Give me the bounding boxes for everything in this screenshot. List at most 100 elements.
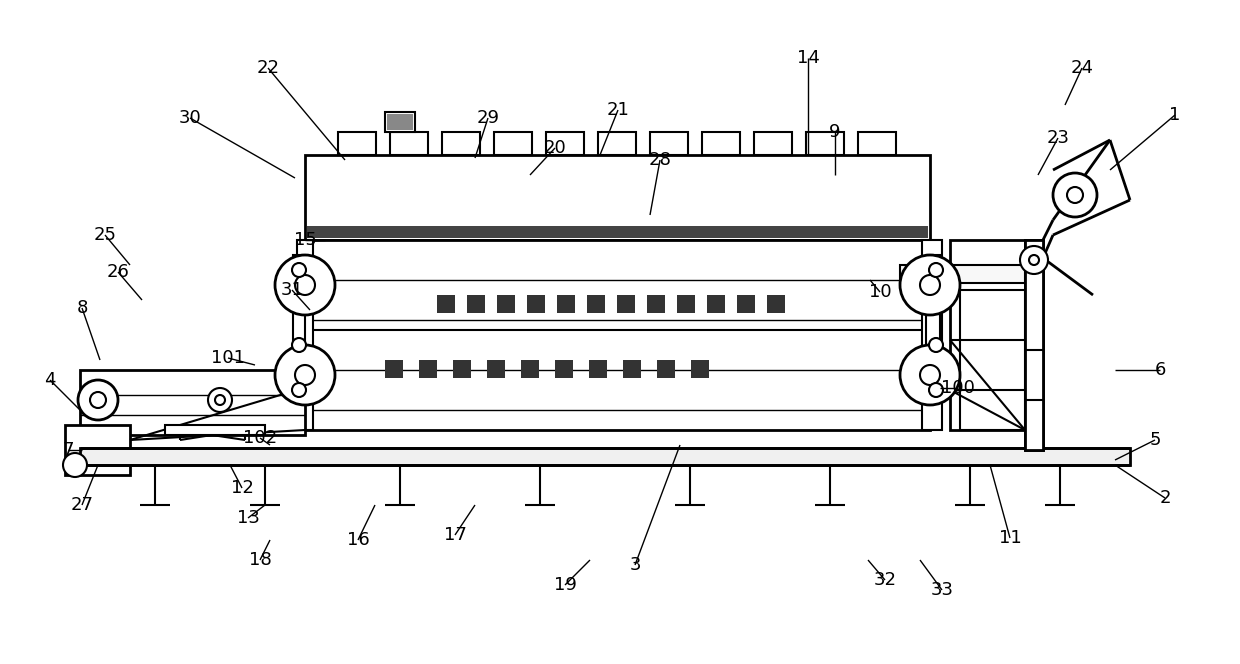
Text: 2: 2 (1159, 489, 1171, 507)
Text: 26: 26 (107, 263, 129, 281)
Bar (165, 425, 265, 435)
Bar (926, 255, 940, 395)
Bar (691, 360, 709, 378)
Bar (81, 448, 1130, 465)
Circle shape (78, 380, 118, 420)
Circle shape (275, 345, 335, 405)
Bar (436, 295, 455, 313)
Text: 16: 16 (347, 531, 370, 549)
Circle shape (1029, 255, 1039, 265)
Bar (754, 132, 792, 155)
Bar (391, 132, 428, 155)
Circle shape (900, 255, 960, 315)
Text: 33: 33 (930, 581, 954, 599)
Bar (497, 295, 515, 313)
Bar (487, 360, 505, 378)
Bar (677, 295, 694, 313)
Circle shape (929, 338, 942, 352)
Circle shape (208, 388, 232, 412)
Bar (960, 290, 1025, 430)
Bar (453, 360, 471, 378)
Text: 17: 17 (444, 526, 466, 544)
Bar (293, 255, 305, 395)
Bar (546, 132, 584, 155)
Text: 20: 20 (543, 139, 567, 157)
Bar (387, 114, 413, 130)
Text: 29: 29 (476, 109, 500, 127)
Text: 28: 28 (649, 151, 671, 169)
Bar (950, 240, 1025, 430)
Bar (494, 132, 532, 155)
Text: 23: 23 (1047, 129, 1069, 147)
Text: 18: 18 (249, 551, 272, 569)
Text: 8: 8 (77, 299, 88, 317)
Text: 101: 101 (211, 349, 246, 367)
Circle shape (215, 395, 224, 405)
Text: 32: 32 (873, 571, 897, 589)
Bar (308, 226, 928, 238)
Bar (298, 240, 312, 430)
Circle shape (291, 263, 306, 277)
Text: 12: 12 (231, 479, 253, 497)
Text: 6: 6 (1154, 361, 1166, 379)
Text: 102: 102 (243, 429, 277, 447)
Text: 22: 22 (257, 59, 279, 77)
Text: 7: 7 (62, 441, 73, 459)
Bar (647, 295, 665, 313)
Bar (858, 132, 897, 155)
Bar (806, 132, 844, 155)
Bar (650, 132, 688, 155)
Bar (419, 360, 436, 378)
Bar (587, 295, 605, 313)
Circle shape (920, 365, 940, 385)
Bar (467, 295, 485, 313)
Text: 25: 25 (93, 226, 117, 244)
Bar (589, 360, 608, 378)
Circle shape (1053, 173, 1097, 217)
Circle shape (1021, 246, 1048, 274)
Bar (305, 240, 930, 430)
Circle shape (91, 392, 105, 408)
Bar (521, 360, 539, 378)
Bar (384, 360, 403, 378)
Bar (768, 295, 785, 313)
Bar (1025, 240, 1043, 450)
Bar (707, 295, 725, 313)
Text: 9: 9 (830, 123, 841, 141)
Circle shape (295, 275, 315, 295)
Bar (527, 295, 546, 313)
Bar (81, 370, 305, 435)
Circle shape (295, 365, 315, 385)
Text: 3: 3 (629, 556, 641, 574)
Circle shape (929, 263, 942, 277)
Circle shape (275, 255, 335, 315)
Bar (441, 132, 480, 155)
Text: 15: 15 (294, 231, 316, 249)
Text: 4: 4 (45, 371, 56, 389)
Bar (657, 360, 675, 378)
Circle shape (291, 338, 306, 352)
Circle shape (920, 275, 940, 295)
Text: 13: 13 (237, 509, 259, 527)
Circle shape (63, 453, 87, 477)
Text: 30: 30 (179, 109, 201, 127)
Text: 11: 11 (998, 529, 1022, 547)
Bar (305, 155, 930, 240)
Bar (618, 295, 635, 313)
Text: 31: 31 (280, 281, 304, 299)
Bar (64, 425, 130, 475)
Text: 10: 10 (869, 283, 892, 301)
Text: 14: 14 (796, 49, 820, 67)
Text: 21: 21 (606, 101, 630, 119)
Bar (702, 132, 740, 155)
Text: 5: 5 (1149, 431, 1161, 449)
Bar (923, 240, 942, 430)
Text: 24: 24 (1070, 59, 1094, 77)
Text: 1: 1 (1169, 106, 1180, 124)
Circle shape (900, 345, 960, 405)
Bar (598, 132, 636, 155)
Bar (557, 295, 575, 313)
Text: 27: 27 (71, 496, 93, 514)
Circle shape (1066, 187, 1083, 203)
Bar (1025, 240, 1043, 450)
